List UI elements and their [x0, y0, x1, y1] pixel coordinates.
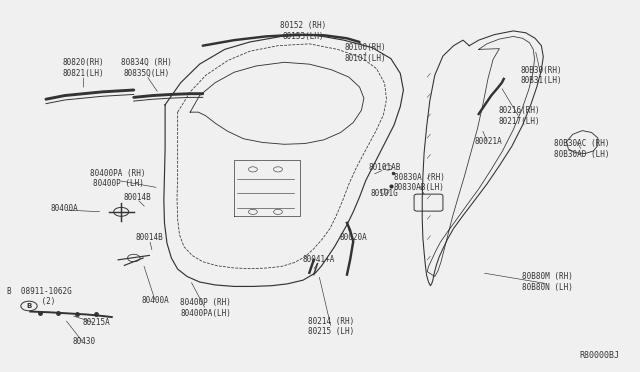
Text: 80400PA (RH)
80400P (LH): 80400PA (RH) 80400P (LH) — [90, 169, 146, 188]
Text: 80834Q (RH)
80835Q(LH): 80834Q (RH) 80835Q(LH) — [121, 58, 172, 77]
Text: 80021A: 80021A — [474, 137, 502, 146]
Text: 80152 (RH)
80153(LH): 80152 (RH) 80153(LH) — [280, 21, 326, 41]
Text: 80B80M (RH)
80B80N (LH): 80B80M (RH) 80B80N (LH) — [522, 272, 573, 292]
Text: 80400A: 80400A — [142, 296, 170, 305]
Text: 80830A (RH)
80830AB(LH): 80830A (RH) 80830AB(LH) — [394, 173, 445, 192]
Text: 80101G: 80101G — [371, 189, 399, 198]
Text: 80014B: 80014B — [123, 193, 151, 202]
Text: 80014B: 80014B — [136, 233, 163, 242]
Text: B  08911-1062G
    (2): B 08911-1062G (2) — [7, 287, 72, 307]
Text: 80101AB: 80101AB — [369, 163, 401, 172]
Text: 80430: 80430 — [72, 337, 95, 346]
Text: 80400A: 80400A — [51, 203, 79, 213]
Text: R80000BJ: R80000BJ — [580, 350, 620, 359]
Text: 80B30AC (RH)
80B30AD (LH): 80B30AC (RH) 80B30AD (LH) — [554, 140, 610, 159]
Text: 80B30(RH)
80B31(LH): 80B30(RH) 80B31(LH) — [520, 65, 562, 85]
Text: 80041+A: 80041+A — [303, 255, 335, 264]
Text: 80216(RH)
80217(LH): 80216(RH) 80217(LH) — [499, 106, 540, 125]
Text: 80020A: 80020A — [339, 233, 367, 242]
Text: 80400P (RH)
80400PA(LH): 80400P (RH) 80400PA(LH) — [180, 298, 231, 318]
Text: B: B — [26, 303, 31, 309]
Text: 80215A: 80215A — [82, 318, 110, 327]
Text: 80214 (RH)
80215 (LH): 80214 (RH) 80215 (LH) — [308, 317, 355, 336]
Text: 80820(RH)
80821(LH): 80820(RH) 80821(LH) — [63, 58, 104, 77]
Text: 80100(RH)
80101(LH): 80100(RH) 80101(LH) — [345, 44, 387, 63]
